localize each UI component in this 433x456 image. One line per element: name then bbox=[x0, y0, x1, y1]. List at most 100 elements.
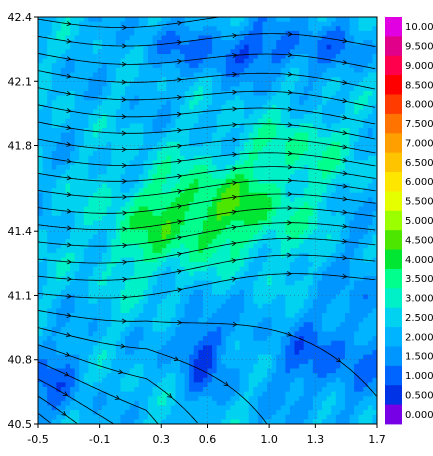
field-cell bbox=[294, 229, 300, 235]
field-cell bbox=[271, 183, 277, 189]
field-cell bbox=[248, 220, 254, 226]
field-cell bbox=[216, 114, 222, 120]
field-cell bbox=[354, 303, 360, 309]
field-cell bbox=[51, 81, 57, 87]
field-cell bbox=[92, 63, 99, 69]
field-cell bbox=[257, 257, 264, 263]
field-cell bbox=[120, 100, 126, 106]
field-cell bbox=[322, 322, 328, 328]
field-cell bbox=[129, 77, 135, 83]
field-cell bbox=[212, 67, 218, 74]
field-cell bbox=[367, 285, 374, 291]
field-cell bbox=[102, 294, 108, 300]
field-cell bbox=[322, 248, 328, 254]
field-cell bbox=[367, 141, 374, 148]
field-cell bbox=[363, 118, 369, 124]
field-cell bbox=[312, 313, 319, 319]
field-cell bbox=[207, 21, 213, 27]
field-cell bbox=[56, 95, 62, 101]
field-cell bbox=[202, 313, 209, 319]
field-cell bbox=[234, 308, 241, 314]
field-cell bbox=[253, 285, 259, 291]
field-cell bbox=[257, 95, 264, 101]
field-cell bbox=[326, 266, 332, 272]
field-cell bbox=[331, 225, 337, 231]
field-cell bbox=[152, 225, 158, 231]
field-cell bbox=[308, 178, 314, 185]
field-cell bbox=[363, 54, 369, 60]
field-cell bbox=[354, 123, 360, 129]
field-cell bbox=[221, 229, 227, 235]
field-cell bbox=[70, 100, 76, 106]
field-cell bbox=[267, 299, 273, 305]
field-cell bbox=[184, 257, 190, 263]
field-cell bbox=[134, 123, 140, 129]
field-cell bbox=[152, 206, 158, 212]
field-cell bbox=[299, 26, 305, 32]
field-cell bbox=[157, 262, 163, 268]
field-cell bbox=[97, 234, 103, 240]
field-cell bbox=[326, 285, 332, 291]
field-cell bbox=[239, 77, 245, 83]
field-cell bbox=[102, 248, 108, 254]
field-cell bbox=[257, 104, 264, 111]
field-cell bbox=[166, 165, 172, 171]
field-cell bbox=[198, 174, 204, 180]
field-cell bbox=[134, 40, 140, 46]
field-cell bbox=[83, 151, 89, 157]
field-cell bbox=[111, 132, 117, 138]
field-cell bbox=[331, 280, 337, 286]
field-cell bbox=[344, 118, 351, 124]
field-cell bbox=[344, 234, 351, 240]
field-cell bbox=[189, 299, 195, 305]
field-cell bbox=[161, 54, 167, 60]
field-cell bbox=[285, 35, 291, 41]
field-cell bbox=[198, 67, 204, 74]
field-cell bbox=[161, 178, 167, 185]
field-cell bbox=[42, 285, 48, 291]
field-cell bbox=[83, 271, 89, 277]
field-cell bbox=[88, 67, 94, 74]
field-cell bbox=[47, 72, 53, 78]
field-cell bbox=[244, 81, 250, 87]
field-cell bbox=[56, 118, 62, 124]
field-cell bbox=[326, 299, 332, 305]
field-cell bbox=[216, 313, 222, 319]
field-cell bbox=[340, 44, 346, 50]
field-cell bbox=[271, 35, 277, 41]
field-cell bbox=[180, 40, 186, 46]
field-cell bbox=[170, 146, 177, 152]
field-cell bbox=[234, 197, 241, 203]
field-cell bbox=[225, 266, 231, 272]
field-cell bbox=[221, 294, 227, 300]
field-cell bbox=[340, 308, 346, 314]
field-cell bbox=[280, 86, 286, 92]
field-cell bbox=[322, 141, 328, 148]
field-cell bbox=[349, 21, 355, 27]
field-cell bbox=[276, 276, 282, 282]
field-cell bbox=[83, 285, 89, 291]
field-cell bbox=[115, 40, 122, 46]
field-cell bbox=[221, 262, 227, 268]
field-cell bbox=[92, 81, 99, 87]
field-cell bbox=[331, 252, 337, 259]
field-cell bbox=[308, 294, 314, 300]
field-cell bbox=[294, 109, 300, 115]
field-cell bbox=[354, 67, 360, 74]
field-cell bbox=[175, 54, 181, 60]
field-cell bbox=[303, 211, 309, 217]
field-cell bbox=[202, 257, 209, 263]
field-cell bbox=[216, 165, 222, 171]
field-cell bbox=[166, 72, 172, 78]
field-cell bbox=[79, 192, 85, 198]
field-cell bbox=[280, 104, 286, 111]
field-cell bbox=[257, 91, 264, 97]
field-cell bbox=[70, 58, 76, 64]
field-cell bbox=[138, 77, 144, 83]
field-cell bbox=[267, 141, 273, 148]
field-cell bbox=[65, 81, 71, 87]
field-cell bbox=[157, 174, 163, 180]
field-cell bbox=[92, 40, 99, 46]
field-cell bbox=[207, 100, 213, 106]
field-cell bbox=[102, 86, 108, 92]
